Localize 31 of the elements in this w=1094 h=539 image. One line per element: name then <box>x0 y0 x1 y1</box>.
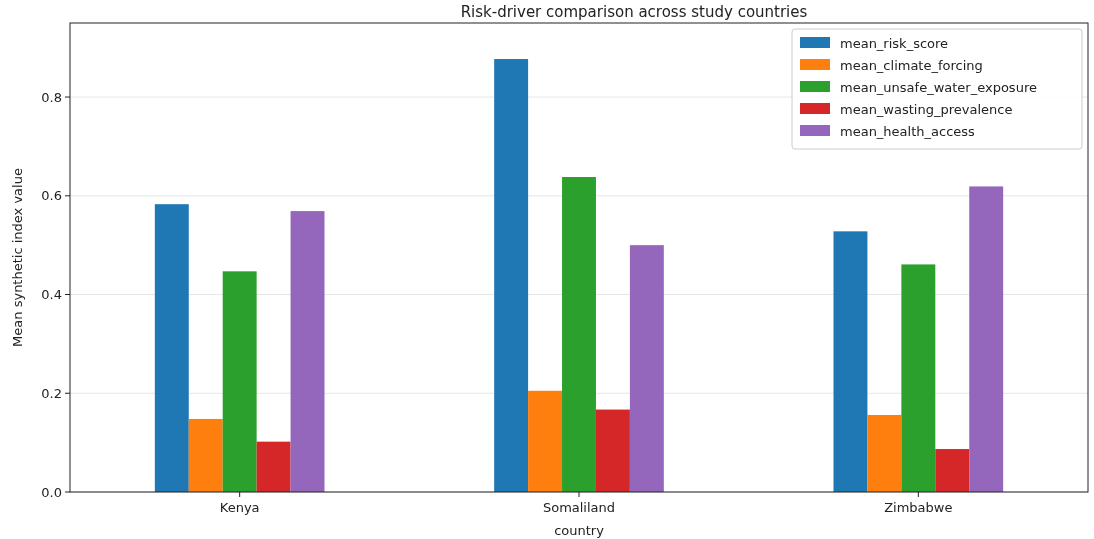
y-tick-label: 0.2 <box>41 385 62 401</box>
bar <box>494 59 529 492</box>
bar <box>595 409 630 492</box>
x-tick-label: Somaliland <box>542 500 616 515</box>
bar <box>256 441 291 492</box>
y-tick-label: 0.6 <box>41 188 62 204</box>
x-axis-title: country <box>554 523 605 538</box>
legend-label: mean_unsafe_water_exposure <box>840 79 1037 95</box>
y-tick-label: 0.4 <box>41 287 62 303</box>
bar <box>833 231 868 492</box>
y-axis-title: Mean synthetic index value <box>10 168 25 347</box>
chart-title: Risk-driver comparison across study countries <box>460 3 808 21</box>
bar <box>629 245 664 492</box>
bar <box>969 186 1004 492</box>
bar <box>154 204 189 492</box>
bar <box>188 418 223 492</box>
y-tick-label: 0.0 <box>41 484 62 500</box>
legend-label: mean_climate_forcing <box>840 57 983 73</box>
bar <box>935 449 970 492</box>
legend-label: mean_wasting_prevalence <box>840 101 1013 117</box>
x-tick-label: Zimbabwe <box>884 500 953 515</box>
bar <box>901 264 936 492</box>
bar <box>528 390 563 492</box>
legend-label: mean_health_access <box>840 123 976 139</box>
bar <box>562 177 596 492</box>
x-tick-label: Kenya <box>219 500 260 515</box>
y-tick-label: 0.8 <box>41 89 62 105</box>
legend-label: mean_risk_score <box>840 35 949 51</box>
bar <box>867 414 902 492</box>
bar <box>290 211 325 492</box>
bar <box>222 271 257 492</box>
